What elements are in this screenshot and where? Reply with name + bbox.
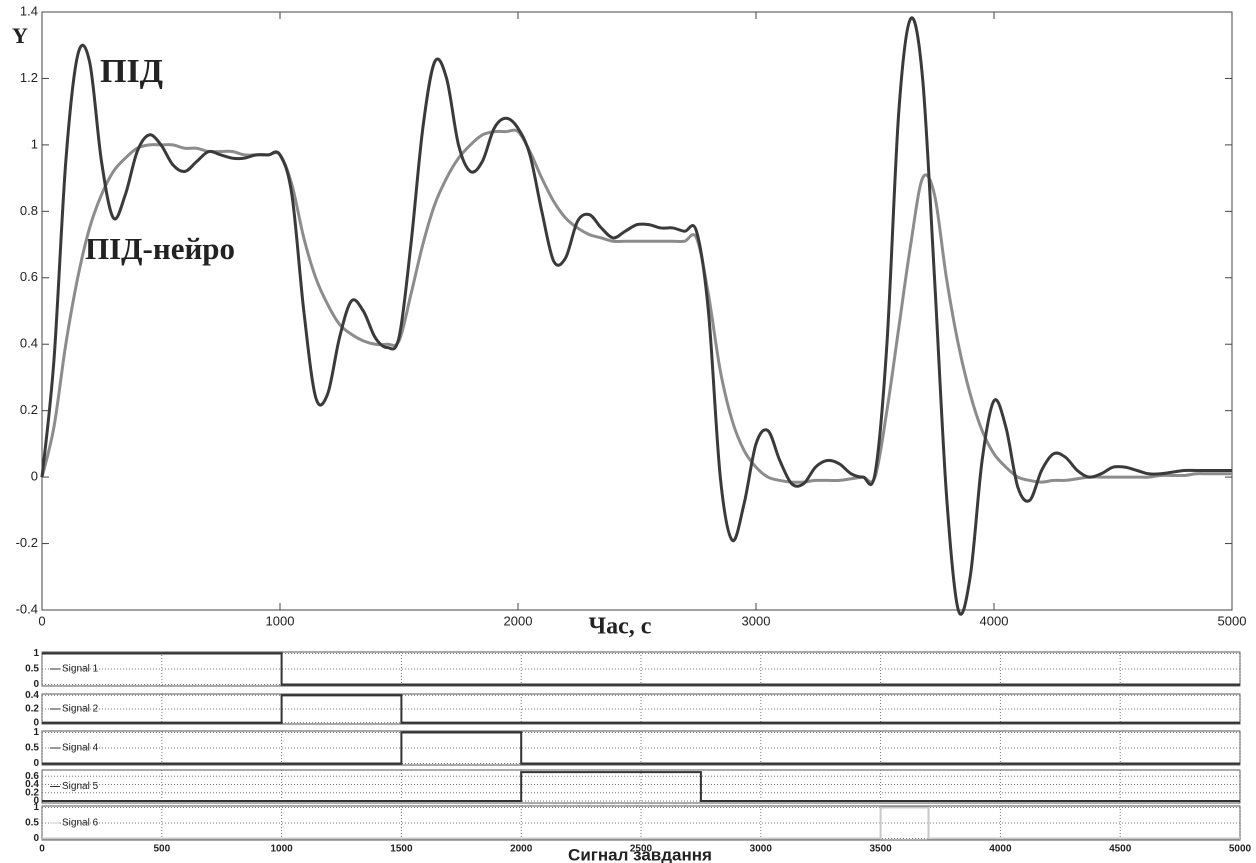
y-tick-label: 0 bbox=[33, 796, 39, 807]
x-tick-label: 4500 bbox=[1109, 844, 1132, 855]
x-tick-label: 1500 bbox=[390, 844, 413, 855]
y-axis-label: Y bbox=[12, 23, 28, 48]
x-tick-label: 2500 bbox=[630, 844, 653, 855]
y-tick-label: 0.5 bbox=[25, 743, 39, 754]
x-tick-label: 1000 bbox=[266, 613, 295, 628]
y-tick-label: 1 bbox=[33, 648, 39, 659]
y-tick-label: 0.8 bbox=[20, 203, 38, 218]
panel-frame bbox=[41, 805, 1241, 841]
x-tick-label: 0 bbox=[39, 844, 45, 855]
y-tick-label: 0 bbox=[33, 679, 39, 690]
x-tick-label: 3000 bbox=[750, 844, 773, 855]
x-tick-label: 0 bbox=[38, 613, 45, 628]
x-tick-label: 3000 bbox=[742, 613, 771, 628]
legend-label: Signal 2 bbox=[62, 704, 99, 715]
y-tick-label: 1 bbox=[33, 802, 39, 813]
panel-frame bbox=[41, 651, 1241, 687]
x-tick-label: 500 bbox=[153, 844, 170, 855]
y-tick-label: 0.6 bbox=[25, 771, 39, 782]
signal-line bbox=[42, 652, 1240, 686]
series-line bbox=[40, 128, 1232, 484]
x-tick-label: 4000 bbox=[980, 613, 1009, 628]
y-tick-label: 1 bbox=[33, 727, 39, 738]
signal-line bbox=[42, 694, 1240, 724]
y-tick-label: 0.2 bbox=[25, 704, 39, 715]
legend-label: Signal 5 bbox=[62, 781, 99, 792]
y-tick-label: 0.5 bbox=[25, 818, 39, 829]
x-tick-label: 3500 bbox=[869, 844, 892, 855]
series-label: ПІД-нейро bbox=[85, 231, 235, 266]
y-tick-label: 0.4 bbox=[20, 336, 38, 351]
series-label: ПІД bbox=[100, 53, 163, 90]
x-tick-label: 5000 bbox=[1218, 613, 1247, 628]
x-axis-label: Час, с bbox=[589, 614, 652, 640]
y-tick-label: 0 bbox=[33, 833, 39, 844]
y-tick-label: 0 bbox=[33, 758, 39, 769]
plot-frame bbox=[41, 11, 1233, 611]
y-tick-label: 0 bbox=[31, 469, 38, 484]
signal-line bbox=[42, 806, 1240, 840]
x-axis-label: Сигнал завдання bbox=[568, 845, 712, 863]
y-tick-label: 1.2 bbox=[20, 70, 38, 85]
legend-label: Signal 1 bbox=[62, 664, 99, 675]
y-tick-label: -0.4 bbox=[16, 601, 38, 616]
x-tick-label: 2000 bbox=[510, 844, 533, 855]
x-tick-label: 4000 bbox=[989, 844, 1012, 855]
y-tick-label: 1 bbox=[31, 136, 38, 151]
signal-line bbox=[42, 731, 1240, 765]
y-tick-label: 0 bbox=[33, 717, 39, 728]
x-tick-label: 1000 bbox=[270, 844, 293, 855]
y-tick-label: 0.2 bbox=[20, 402, 38, 417]
y-tick-label: 0.2 bbox=[25, 787, 39, 798]
legend-label: Signal 6 bbox=[62, 818, 99, 829]
x-tick-label: 2000 bbox=[504, 613, 533, 628]
y-tick-label: 0.6 bbox=[20, 269, 38, 284]
y-tick-label: 1.4 bbox=[20, 3, 38, 18]
y-tick-label: 0.4 bbox=[25, 779, 39, 790]
x-tick-label: 5000 bbox=[1229, 844, 1252, 855]
signal-line bbox=[42, 771, 1240, 802]
y-tick-label: 0.4 bbox=[25, 690, 39, 701]
legend-label: Signal 4 bbox=[62, 743, 99, 754]
y-tick-label: 0.5 bbox=[25, 664, 39, 675]
series-line bbox=[40, 16, 1233, 616]
y-tick-label: -0.2 bbox=[16, 535, 38, 550]
panel-frame bbox=[41, 730, 1241, 766]
panel-frame bbox=[41, 769, 1241, 804]
